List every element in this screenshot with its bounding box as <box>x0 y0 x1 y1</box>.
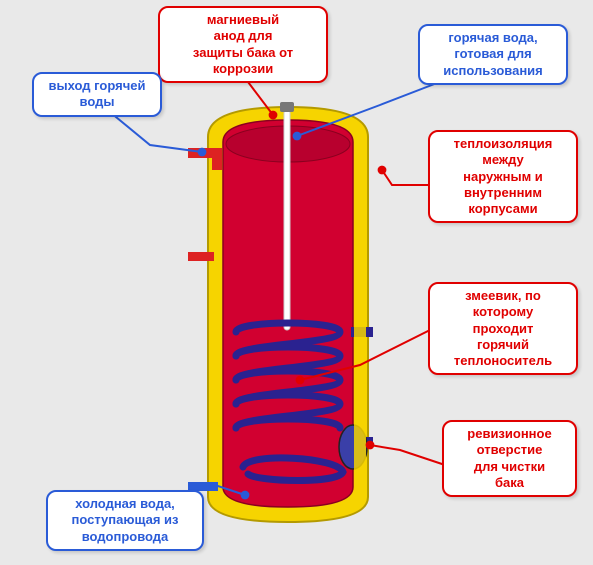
callout-cold-in-text: холодная вода,поступающая изводопровода <box>72 496 179 544</box>
callout-hot-ready: горячая вода,готовая дляиспользования <box>418 24 568 85</box>
hot-outlet-pipe <box>188 148 222 170</box>
tank-diagram <box>188 102 388 527</box>
anode-rod <box>284 110 290 330</box>
callout-coil: змеевик, покоторомупроходитгорячийтеплон… <box>428 282 578 375</box>
callout-hot-ready-text: горячая вода,готовая дляиспользования <box>443 30 543 78</box>
callout-inspection: ревизионноеотверстиедля чисткибака <box>442 420 577 497</box>
callout-insulation-text: теплоизоляциямеждунаружным ивнутреннимко… <box>454 136 553 216</box>
callout-inspection-text: ревизионноеотверстиедля чисткибака <box>467 426 551 490</box>
callout-cold-in: холодная вода,поступающая изводопровода <box>46 490 204 551</box>
callout-hot-out: выход горячейводы <box>32 72 162 117</box>
red-stub-2 <box>188 252 214 261</box>
callout-insulation: теплоизоляциямеждунаружным ивнутреннимко… <box>428 130 578 223</box>
callout-coil-text: змеевик, покоторомупроходитгорячийтеплон… <box>454 288 552 368</box>
anode-cap <box>280 102 294 112</box>
callout-hot-out-text: выход горячейводы <box>49 78 146 109</box>
callout-anode: магниевыйанод длязащиты бака откоррозии <box>158 6 328 83</box>
callout-anode-text: магниевыйанод длязащиты бака откоррозии <box>193 12 293 76</box>
insulation-gap <box>354 147 366 482</box>
